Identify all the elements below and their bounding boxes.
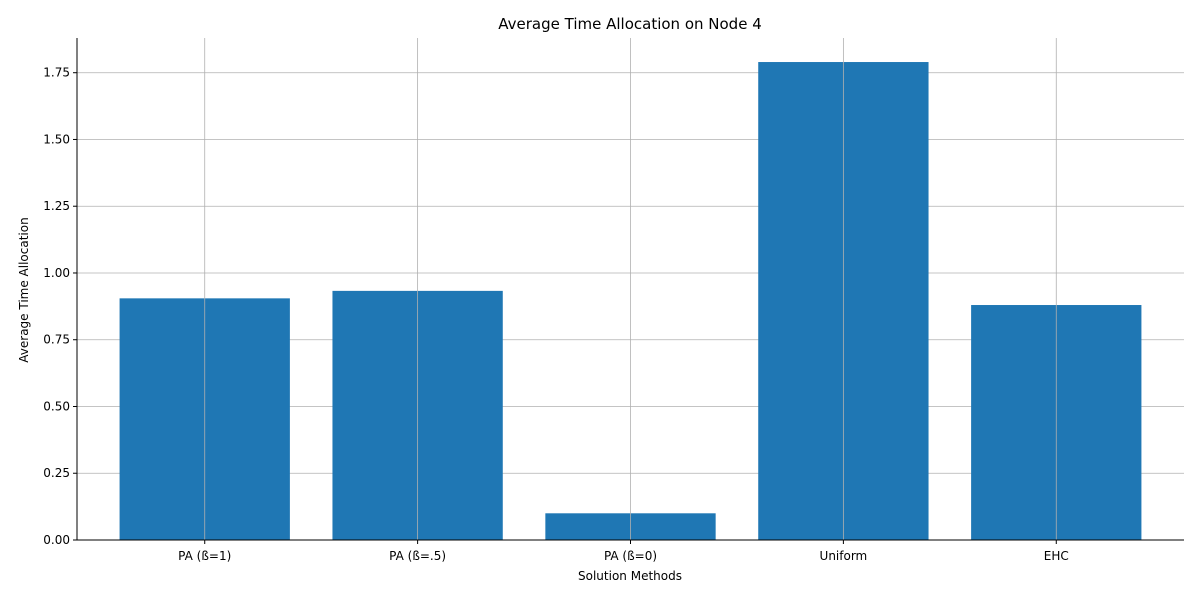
x-tick-label: Uniform bbox=[820, 549, 868, 563]
y-tick-label: 0.50 bbox=[43, 399, 70, 413]
x-tick-label: EHC bbox=[1044, 549, 1069, 563]
y-tick-label: 1.25 bbox=[43, 199, 70, 213]
chart-title: Average Time Allocation on Node 4 bbox=[498, 15, 761, 33]
x-ticks: PA (ß=1) PA (ß=.5) PA (ß=0) Uniform EHC bbox=[178, 540, 1069, 563]
x-axis-title: Solution Methods bbox=[578, 569, 682, 583]
y-tick-label: 1.75 bbox=[43, 66, 70, 80]
y-tick-label: 0.00 bbox=[43, 533, 70, 547]
vertical-grid-layer bbox=[204, 38, 1057, 540]
x-tick-label: PA (ß=0) bbox=[604, 549, 657, 563]
x-tick-label: PA (ß=.5) bbox=[389, 549, 446, 563]
x-tick-label: PA (ß=1) bbox=[178, 549, 231, 563]
y-tick-label: 0.75 bbox=[43, 333, 70, 347]
y-tick-label: 1.50 bbox=[43, 132, 70, 146]
y-ticks: 0.00 0.25 0.50 0.75 1.00 1.25 1.50 1.75 bbox=[43, 66, 77, 547]
y-tick-label: 1.00 bbox=[43, 266, 70, 280]
y-axis-title: Average Time Allocation bbox=[17, 217, 31, 362]
y-tick-label: 0.25 bbox=[43, 466, 70, 480]
